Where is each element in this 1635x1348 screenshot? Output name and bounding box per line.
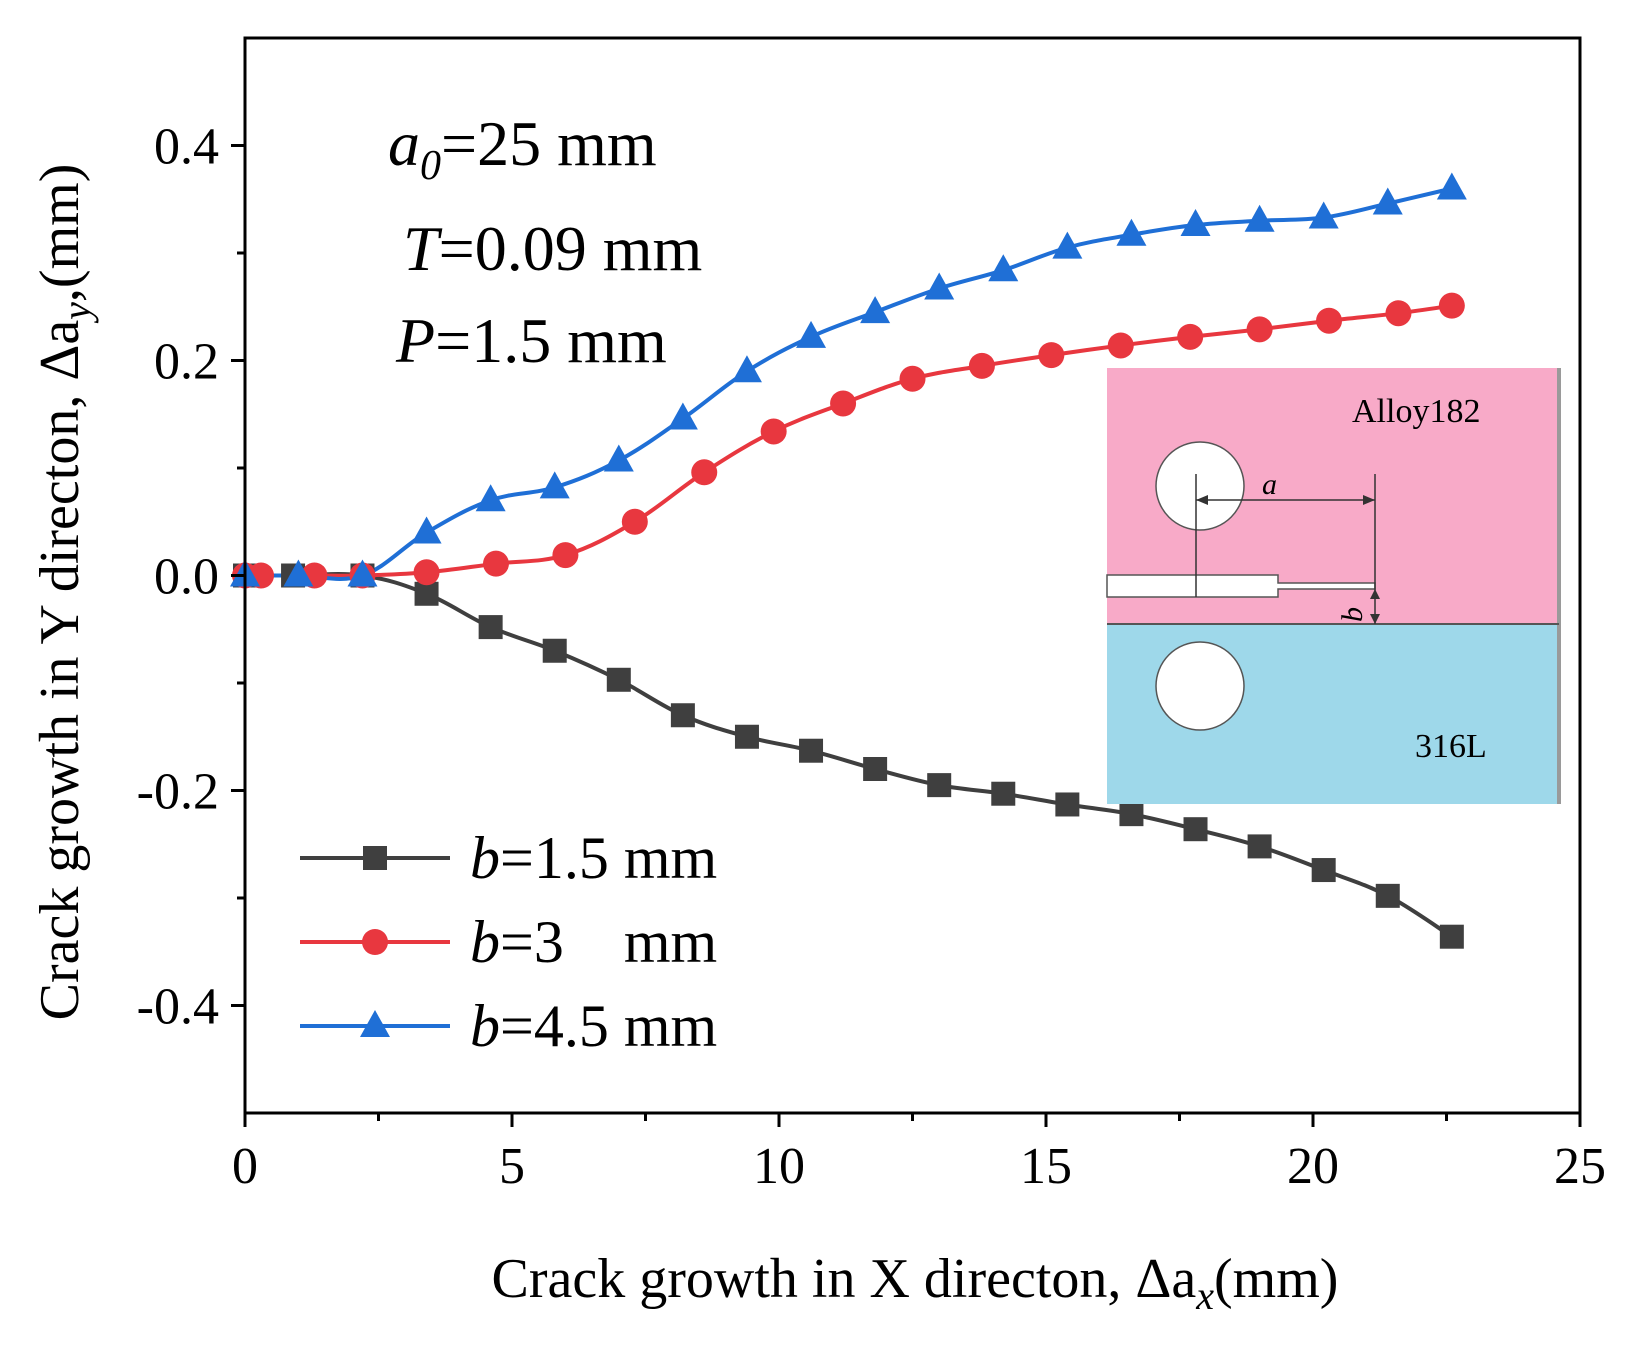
- series-1-point-11: [899, 365, 926, 392]
- inset-top-hole: [1155, 441, 1245, 531]
- inset-top-label: Alloy182: [1352, 393, 1480, 430]
- legend-label-b4-5: b=4.5 mm: [470, 993, 717, 1059]
- series-2-point-19: [1436, 172, 1467, 200]
- series-0-point-14: [1119, 802, 1144, 827]
- x-tick-label-20: 20: [1287, 1138, 1339, 1195]
- axis-ticks: 0 5 10 15 20 25 -0.4 -0.2 0.0 0.2 0.4: [137, 119, 1606, 1196]
- series-0-point-15: [1183, 817, 1208, 842]
- legend-marker-b1-5: [363, 846, 387, 870]
- series-1-point-14: [1107, 332, 1134, 359]
- series-1-point-4: [413, 559, 440, 586]
- series-1-point-8: [691, 459, 718, 486]
- legend-marker-shape-1: [362, 929, 388, 955]
- x-tick-label-15: 15: [1020, 1138, 1072, 1195]
- inset-dim-a-label: a: [1262, 468, 1277, 501]
- series-1-point-18: [1385, 300, 1412, 327]
- series-0-point-7: [670, 703, 695, 728]
- annotation-block: a0=25 mm T=0.09 mm P=1.5 mm: [388, 108, 702, 376]
- series-2-point-15: [1180, 209, 1211, 237]
- series-0-point-17: [1311, 858, 1336, 883]
- series-1-point-6: [552, 542, 579, 569]
- series-0-point-16: [1247, 834, 1272, 859]
- series-0-point-11: [927, 773, 952, 798]
- x-tick-label-0: 0: [232, 1138, 258, 1195]
- series-0-point-6: [606, 667, 631, 692]
- series-0-point-10: [863, 757, 888, 781]
- series-1-point-12: [968, 352, 995, 379]
- series-2-point-7: [667, 402, 698, 430]
- x-tick-label-10: 10: [753, 1138, 805, 1195]
- series-2-point-10: [860, 296, 891, 324]
- series-1-point-16: [1246, 316, 1273, 343]
- legend-label-b1-5: b=1.5 mm: [470, 825, 717, 891]
- y-tick-label--0.2: -0.2: [137, 764, 219, 821]
- series-2-point-13: [1052, 231, 1083, 259]
- series-1-point-10: [830, 390, 857, 417]
- series-1-point-19: [1438, 292, 1465, 319]
- legend-entry-b3: b=3 mm: [300, 909, 717, 975]
- series-1-point-13: [1038, 342, 1065, 369]
- inset-bottom-hole: [1155, 641, 1245, 731]
- legend-marker-shape-2: [360, 1010, 390, 1037]
- y-tick-label--0.4: -0.4: [137, 979, 219, 1036]
- legend-entry-b1-5: b=1.5 mm: [300, 825, 717, 891]
- series-2-point-16: [1244, 204, 1275, 232]
- series-1-point-15: [1177, 323, 1204, 350]
- y-tick-label-0: 0.0: [154, 549, 219, 606]
- y-tick-label-0.4: 0.4: [154, 119, 219, 176]
- series-1-point-9: [760, 418, 787, 445]
- inset-bottom-label: 316L: [1415, 728, 1487, 765]
- y-tick-label-0.2: 0.2: [154, 334, 219, 391]
- legend-entry-b4-5: b=4.5 mm: [300, 993, 717, 1059]
- series-2-point-12: [988, 254, 1019, 282]
- inset-dim-b-arrows: [1370, 589, 1380, 624]
- x-axis-title: Crack growth in X directon, Δax(mm): [492, 1248, 1339, 1318]
- x-tick-label-25: 25: [1554, 1138, 1606, 1195]
- series-2-point-9: [796, 320, 827, 348]
- series-2-point-3: [411, 516, 442, 544]
- legend-marker-b4-5: [360, 1010, 390, 1037]
- y-axis-title: Crack growth in Y directon, Δay,(mm): [29, 164, 99, 1021]
- series-0-point-5: [542, 638, 567, 663]
- series-0-point-9: [799, 738, 824, 763]
- specimen-inset: a b Alloy182 316L: [1106, 368, 1561, 804]
- series-2-point-11: [924, 272, 955, 300]
- plot-markers-group: [230, 172, 1467, 949]
- legend-marker-shape-0: [363, 846, 387, 870]
- annotation-a0: a0=25 mm: [388, 108, 657, 189]
- series-1-point-5: [482, 550, 509, 577]
- inset-dim-b-label: b: [1336, 607, 1369, 622]
- series-0-point-12: [991, 781, 1016, 806]
- legend: b=1.5 mm b=3 mm b=4.5 mm: [300, 825, 717, 1059]
- annotation-T: T=0.09 mm: [403, 213, 702, 284]
- series-2-point-18: [1372, 187, 1403, 215]
- legend-marker-b3: [362, 929, 388, 955]
- series-2-point-6: [603, 444, 634, 472]
- series-0-point-4: [478, 615, 503, 640]
- series-0-point-18: [1375, 883, 1400, 908]
- series-2-point-5: [539, 471, 570, 499]
- x-tick-label-5: 5: [499, 1138, 525, 1195]
- legend-label-b3: b=3 mm: [470, 909, 717, 975]
- series-2-point-1: [283, 559, 314, 587]
- series-2-point-2: [347, 559, 378, 587]
- series-1-point-7: [621, 508, 648, 535]
- series-0-point-13: [1055, 792, 1080, 817]
- series-2-point-8: [731, 355, 762, 383]
- series-2-point-14: [1116, 218, 1147, 246]
- series-0-point-8: [734, 724, 759, 749]
- series-2-point-4: [475, 484, 506, 512]
- series-1-point-17: [1316, 307, 1343, 334]
- series-2-point-17: [1308, 201, 1339, 229]
- series-0-point-3: [414, 581, 439, 606]
- annotation-P: P=1.5 mm: [395, 305, 667, 376]
- series-0-point-19: [1439, 924, 1464, 949]
